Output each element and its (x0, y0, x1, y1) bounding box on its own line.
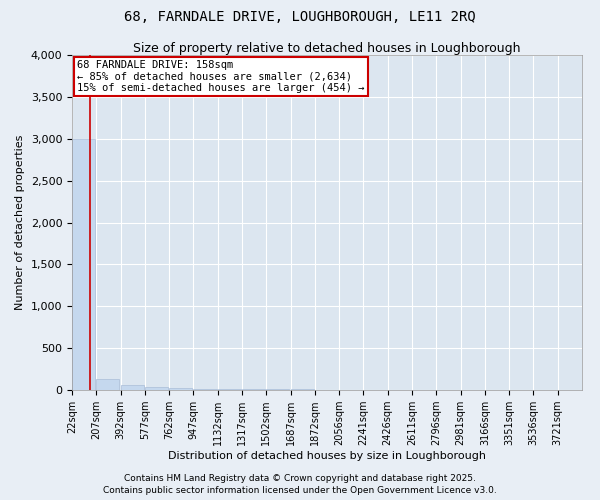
Bar (96, 379, 119, 390)
Bar (145, 387, 168, 390)
Text: 68 FARNDALE DRIVE: 158sqm
← 85% of detached houses are smaller (2,634)
15% of se: 68 FARNDALE DRIVE: 158sqm ← 85% of detac… (77, 60, 365, 93)
X-axis label: Distribution of detached houses by size in Loughborough: Distribution of detached houses by size … (168, 451, 486, 461)
Bar (242, 389, 265, 390)
Y-axis label: Number of detached properties: Number of detached properties (15, 135, 25, 310)
Bar (218, 389, 241, 390)
Bar (72, 138, 95, 390)
Bar (121, 386, 143, 390)
Bar (169, 388, 192, 390)
Bar (193, 388, 217, 390)
Text: Contains HM Land Registry data © Crown copyright and database right 2025.
Contai: Contains HM Land Registry data © Crown c… (103, 474, 497, 495)
Title: Size of property relative to detached houses in Loughborough: Size of property relative to detached ho… (133, 42, 521, 55)
Text: 68, FARNDALE DRIVE, LOUGHBOROUGH, LE11 2RQ: 68, FARNDALE DRIVE, LOUGHBOROUGH, LE11 2… (124, 10, 476, 24)
